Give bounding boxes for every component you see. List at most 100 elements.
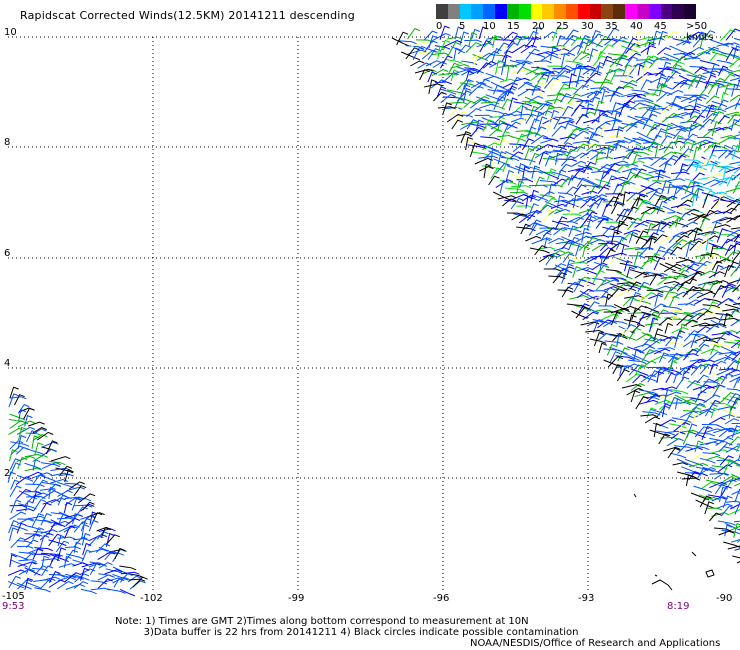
wind-barb (717, 99, 729, 111)
wind-barb (57, 536, 76, 540)
wind-barb (9, 440, 24, 450)
wind-barb (483, 75, 500, 81)
wind-barb (81, 532, 91, 546)
wind-barb (723, 312, 732, 327)
wind-barb (667, 183, 675, 195)
wind-barb (718, 65, 729, 77)
wind-barb (716, 330, 732, 342)
wind-barb (596, 61, 605, 75)
wind-barb (454, 26, 464, 40)
wind-barb (658, 82, 673, 90)
wind-barb (57, 490, 73, 497)
wind-barb (624, 295, 644, 299)
wind-barb (653, 348, 671, 355)
wind-barb (713, 356, 731, 363)
wind-barb (594, 100, 605, 116)
wind-barb (433, 91, 447, 102)
wind-barb (566, 148, 576, 159)
wind-barb (439, 39, 451, 53)
wind-barb (688, 96, 707, 104)
wind-barb (714, 484, 727, 495)
wind-barb (550, 75, 570, 79)
wind-barb (668, 295, 680, 308)
wind-barb (495, 179, 514, 189)
wind-barb (507, 35, 522, 48)
wind-barb (706, 507, 723, 511)
wind-barb (627, 147, 640, 158)
wind-barb (691, 94, 709, 98)
wind-barb (716, 368, 736, 376)
wind-barb (589, 238, 606, 244)
wind-barb (576, 143, 589, 153)
wind-barb (557, 289, 574, 293)
wind-barb (699, 457, 716, 464)
wind-barb (617, 102, 637, 111)
wind-barb (710, 110, 725, 125)
wind-barb (615, 208, 630, 222)
wind-barb (618, 102, 630, 118)
wind-barb (647, 181, 662, 188)
wind-barb (39, 532, 54, 541)
wind-barb (707, 351, 724, 362)
wind-barb (674, 135, 684, 146)
wind-barb (513, 77, 530, 82)
wind-barb (528, 52, 546, 58)
wind-barb (647, 89, 667, 94)
wind-barb (638, 295, 648, 306)
wind-barb (603, 68, 616, 81)
wind-barb (702, 339, 719, 344)
wind-barb (576, 41, 588, 55)
wind-barb (478, 78, 491, 89)
wind-barb (690, 364, 706, 376)
wind-barb (673, 206, 688, 215)
legend-swatch (625, 4, 638, 19)
wind-barb (695, 343, 710, 355)
wind-barb (723, 82, 734, 95)
wind-barb (731, 425, 740, 438)
wind-barb (641, 55, 654, 69)
wind-barb (714, 224, 731, 229)
wind-barb (573, 278, 587, 293)
wind-barb (465, 42, 482, 53)
wind-barb (588, 198, 606, 208)
wind-barb (32, 472, 52, 479)
wind-barb (654, 143, 664, 159)
wind-barb (597, 110, 606, 123)
wind-barb (722, 495, 733, 508)
wind-barb (622, 151, 636, 161)
wind-barb (598, 305, 617, 309)
wind-barb (621, 122, 638, 128)
wind-barb (635, 71, 653, 82)
wind-barb (719, 217, 736, 222)
wind-barb (542, 117, 559, 125)
wind-barb (640, 206, 659, 215)
wind-barb (681, 111, 701, 117)
wind-barb (640, 145, 657, 151)
wind-barb (628, 191, 649, 197)
legend-tick: 30 (581, 21, 594, 32)
wind-barb (729, 509, 740, 515)
wind-barb (635, 230, 649, 245)
wind-barb (733, 233, 740, 243)
wind-barb (735, 428, 740, 434)
wind-barb (469, 142, 481, 158)
wind-barb (697, 251, 713, 265)
wind-barb (733, 522, 740, 538)
wind-barb (646, 222, 657, 235)
wind-barb (57, 513, 69, 525)
wind-barb (554, 116, 574, 121)
wind-barb (630, 41, 643, 55)
wind-barb (476, 52, 495, 61)
wind-barb (470, 81, 487, 89)
wind-barb (567, 93, 581, 105)
wind-barb (732, 555, 740, 559)
wind-barb (405, 47, 420, 60)
wind-barb (26, 582, 42, 589)
wind-barb (529, 105, 539, 118)
wind-barb (513, 101, 533, 107)
wind-barb (616, 85, 634, 90)
wind-barb (585, 72, 601, 83)
wind-barb (9, 413, 26, 421)
wind-barb (586, 143, 601, 152)
wind-barb (615, 164, 630, 173)
